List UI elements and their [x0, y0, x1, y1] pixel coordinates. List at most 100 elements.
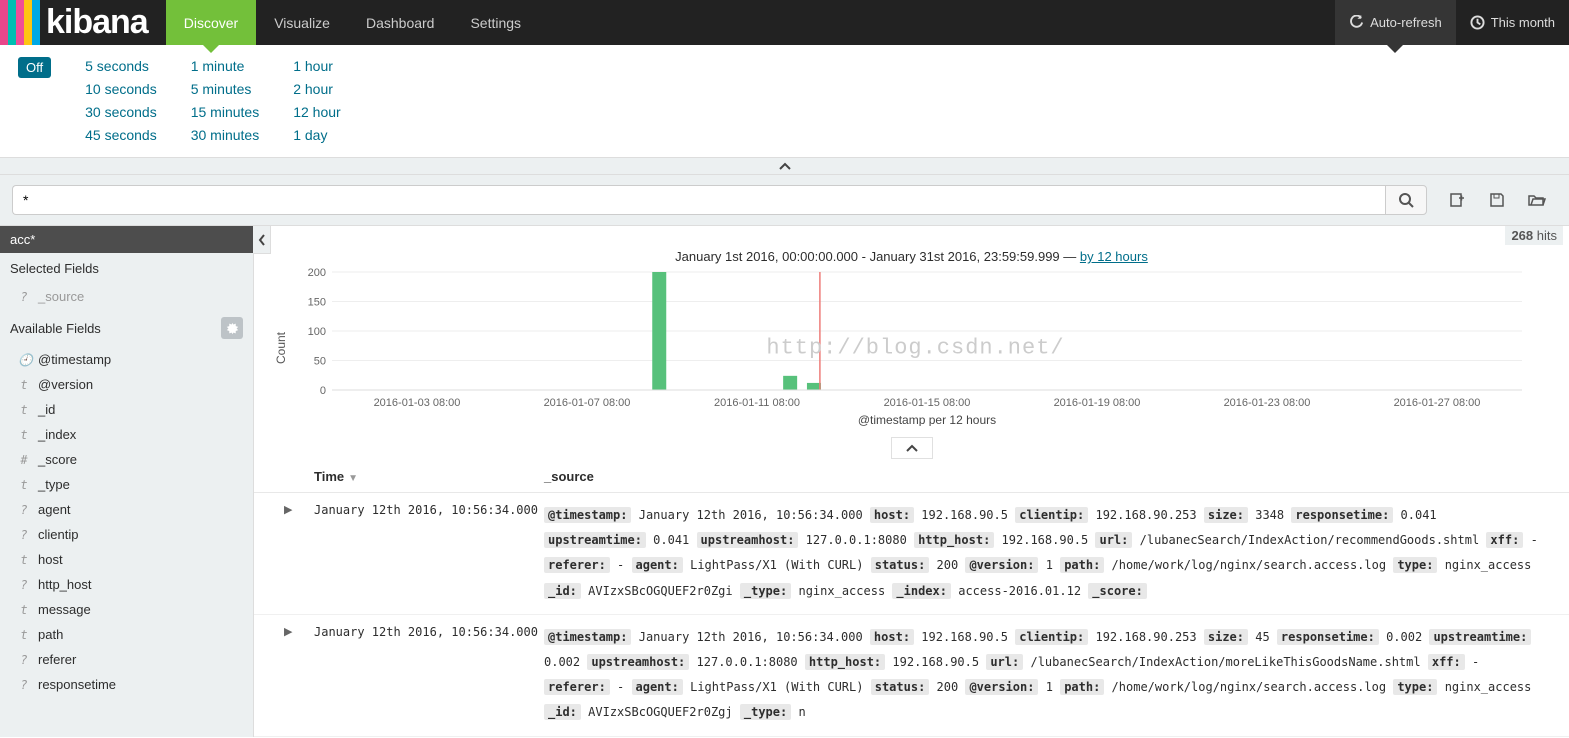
selected-fields-list: ?_source [0, 284, 253, 309]
refresh-option[interactable]: 12 hour [293, 103, 340, 122]
refresh-option[interactable]: 10 seconds [85, 80, 157, 99]
field-item[interactable]: ?clientip [0, 522, 253, 547]
field-item[interactable]: t@version [0, 372, 253, 397]
refresh-option[interactable]: 30 minutes [191, 126, 259, 145]
field-type-icon: ? [18, 678, 30, 692]
expand-row-button[interactable]: ▶ [284, 503, 314, 604]
field-name: _score [38, 452, 77, 467]
refresh-option[interactable]: 5 seconds [85, 57, 157, 76]
field-key: xff: [1486, 532, 1523, 548]
field-item[interactable]: ?_source [0, 284, 253, 309]
refresh-option[interactable]: 45 seconds [85, 126, 157, 145]
field-type-icon: t [18, 603, 30, 617]
field-item[interactable]: tmessage [0, 597, 253, 622]
expand-row-button[interactable]: ▶ [284, 625, 314, 726]
field-value: 192.168.90.5 [1002, 533, 1089, 547]
nav-clock-button[interactable]: This month [1456, 0, 1569, 45]
field-item[interactable]: ?agent [0, 497, 253, 522]
field-item[interactable]: #_score [0, 447, 253, 472]
field-value: 0.002 [544, 655, 580, 669]
field-item[interactable]: tpath [0, 622, 253, 647]
nav-tab-dashboard[interactable]: Dashboard [348, 0, 453, 45]
field-item[interactable]: t_type [0, 472, 253, 497]
field-value: 192.168.90.5 [892, 655, 979, 669]
histogram-svg[interactable]: 2001501005002016-01-03 08:002016-01-07 0… [292, 266, 1532, 426]
doc-table-body: ▶January 12th 2016, 10:56:34.000@timesta… [254, 493, 1569, 737]
refresh-option[interactable]: 1 day [293, 126, 340, 145]
doc-source: @timestamp: January 12th 2016, 10:56:34.… [544, 625, 1539, 726]
svg-text:200: 200 [308, 267, 326, 279]
kibana-logo[interactable]: kibana [0, 0, 166, 45]
gear-icon [226, 322, 239, 335]
field-filter-button[interactable] [221, 317, 243, 339]
field-value: AVIzxSBcOGQUEF2r0Zgi [588, 584, 733, 598]
y-axis-label: Count [270, 266, 292, 429]
field-value: 200 [937, 680, 959, 694]
field-value: 1 [1046, 558, 1053, 572]
field-key: http_host: [805, 654, 885, 670]
field-key: _id: [544, 583, 581, 599]
collapse-histogram-button[interactable] [891, 437, 933, 459]
field-key: upstreamhost: [697, 532, 799, 548]
save-search-button[interactable] [1477, 185, 1517, 215]
svg-text:100: 100 [308, 326, 326, 338]
refresh-option[interactable]: 1 hour [293, 57, 340, 76]
field-key: responsetime: [1277, 629, 1379, 645]
field-key: @version: [965, 557, 1038, 573]
field-item[interactable]: ?responsetime [0, 672, 253, 697]
field-key: @timestamp: [544, 507, 631, 523]
refresh-option[interactable]: 30 seconds [85, 103, 157, 122]
chart-container: http://blog.csdn.net/ 2001501005002016-0… [292, 266, 1539, 429]
field-value: n [798, 705, 805, 719]
field-item[interactable]: ?referer [0, 647, 253, 672]
field-value: access-2016.01.12 [958, 584, 1081, 598]
field-type-icon: t [18, 553, 30, 567]
doc-time: January 12th 2016, 10:56:34.000 [314, 503, 544, 604]
refresh-option[interactable]: 5 minutes [191, 80, 259, 99]
sidebar-collapse-handle[interactable] [253, 226, 271, 254]
field-value: January 12th 2016, 10:56:34.000 [639, 508, 863, 522]
field-item[interactable]: thost [0, 547, 253, 572]
header-source[interactable]: _source [544, 469, 1539, 484]
header-time[interactable]: Time▼ [314, 469, 544, 484]
field-key: url: [986, 654, 1023, 670]
field-key: _index: [892, 583, 951, 599]
hit-count: 268 hits [254, 226, 1569, 243]
field-value: nginx_access [1445, 558, 1532, 572]
histogram: Count http://blog.csdn.net/ 200150100500… [254, 266, 1569, 429]
index-pattern-selector[interactable]: acc* [0, 226, 253, 253]
refresh-option[interactable]: 1 minute [191, 57, 259, 76]
search-icon [1398, 192, 1414, 208]
main-area: acc* Selected Fields ?_source Available … [0, 226, 1569, 737]
field-item[interactable]: 🕘@timestamp [0, 347, 253, 372]
field-value: 0.041 [653, 533, 689, 547]
query-input[interactable] [12, 185, 1385, 215]
refresh-icon [1349, 15, 1364, 30]
field-key: url: [1095, 532, 1132, 548]
field-item[interactable]: t_id [0, 397, 253, 422]
search-button[interactable] [1385, 185, 1427, 215]
field-key: referer: [544, 557, 610, 573]
field-item[interactable]: t_index [0, 422, 253, 447]
refresh-off-badge[interactable]: Off [18, 57, 51, 78]
field-value: /lubanecSearch/IndexAction/moreLikeThisG… [1030, 655, 1420, 669]
field-item[interactable]: ?http_host [0, 572, 253, 597]
field-value: /home/work/log/nginx/search.access.log [1112, 680, 1387, 694]
nav-tab-discover[interactable]: Discover [166, 0, 256, 45]
interval-link[interactable]: by 12 hours [1080, 249, 1148, 264]
refresh-option[interactable]: 2 hour [293, 80, 340, 99]
collapse-panel-bar[interactable] [0, 157, 1569, 175]
field-key: upstreamtime: [544, 532, 646, 548]
svg-text:2016-01-27 08:00: 2016-01-27 08:00 [1394, 397, 1481, 409]
nav-tab-visualize[interactable]: Visualize [256, 0, 348, 45]
field-name: @timestamp [38, 352, 111, 367]
open-search-button[interactable] [1517, 185, 1557, 215]
svg-text:2016-01-11 08:00: 2016-01-11 08:00 [714, 397, 800, 409]
refresh-option[interactable]: 15 minutes [191, 103, 259, 122]
new-search-button[interactable] [1437, 185, 1477, 215]
field-value: nginx_access [798, 584, 885, 598]
fields-sidebar: acc* Selected Fields ?_source Available … [0, 226, 254, 737]
nav-tab-settings[interactable]: Settings [452, 0, 539, 45]
field-key: host: [870, 629, 914, 645]
nav-refresh-button[interactable]: Auto-refresh [1335, 0, 1456, 45]
